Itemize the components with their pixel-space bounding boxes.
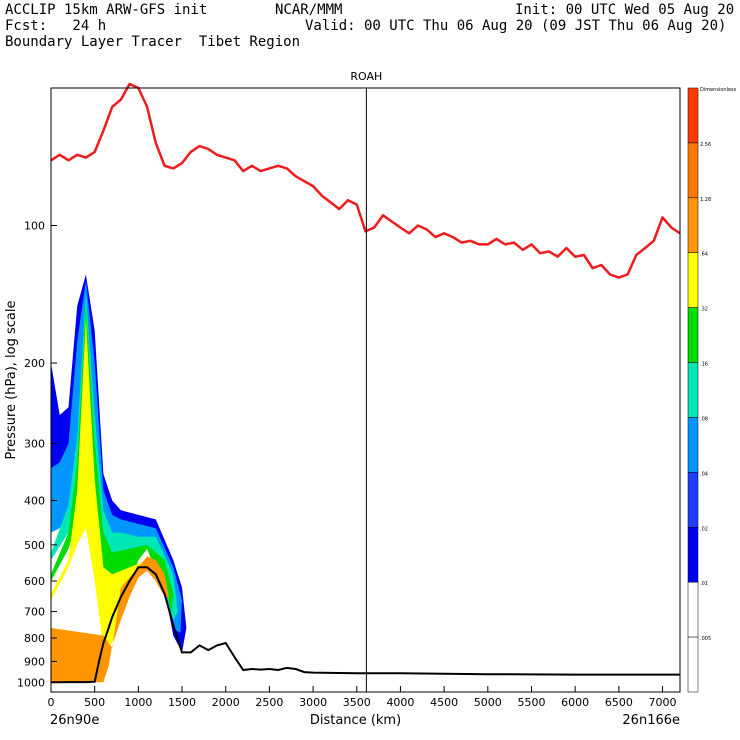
- x-tick-label: 4000: [386, 696, 414, 709]
- tropopause-line: [50, 82, 681, 279]
- colorbar-segment: [687, 362, 699, 418]
- colorbar-label: Dimensionless: [700, 87, 737, 93]
- y-tick-label: 400: [24, 495, 45, 508]
- y-tick-label: 500: [24, 539, 45, 552]
- terrain-line: [51, 566, 680, 684]
- colorbar-label: .32: [700, 307, 708, 313]
- x-tick-label: 2500: [255, 696, 283, 709]
- x-tick-label: 2000: [212, 696, 240, 709]
- header-line2-right: Valid: 00 UTC Thu 06 Aug 20 (09 JST Thu …: [305, 18, 727, 34]
- colorbar-label: .64: [700, 252, 708, 258]
- x-tick-label: 4500: [430, 696, 458, 709]
- colorbar-segment: [687, 142, 699, 199]
- x-tick-label: 1500: [168, 696, 196, 709]
- plot-frame: [50, 87, 681, 693]
- colorbar-segment: [687, 87, 699, 144]
- x-tick-label: 500: [84, 696, 105, 709]
- colorbar-segment: [687, 636, 699, 693]
- colorbar-label: .16: [700, 362, 708, 368]
- tracer-contours: [51, 274, 187, 683]
- header-line1-left: ACCLIP 15km ARW-GFS init: [5, 2, 208, 18]
- header-line3-left: Boundary Layer Tracer Tibet Region: [5, 34, 301, 50]
- x-tick-label: 5500: [517, 696, 545, 709]
- y-tick-label: 200: [24, 357, 45, 370]
- x-axis-ticks: 0 500 1000 1500 2000 2500 3000 3500 4000 4500 5000…: [48, 686, 677, 709]
- x-tick-label: 5000: [474, 696, 502, 709]
- x-axis-title: Distance (km): [310, 713, 401, 728]
- colorbar-label: .005: [700, 636, 711, 642]
- colorbar-segment: [687, 527, 699, 583]
- colorbar-segment: [687, 472, 699, 528]
- colorbar-segment: [687, 581, 699, 638]
- x-tick-label: 3000: [299, 696, 327, 709]
- x-tick-label: 6500: [605, 696, 633, 709]
- colorbar-label: 2.56: [700, 142, 711, 148]
- chart-lines: [50, 82, 681, 684]
- x-tick-label: 7000: [649, 696, 677, 709]
- y-axis-title: Pressure (hPa), log scale: [4, 301, 19, 460]
- y-tick-label: 800: [24, 632, 45, 645]
- colorbar-label: 1.28: [700, 197, 711, 203]
- left-endpoint-label: 26n90e: [50, 713, 99, 728]
- y-tick-label: 100: [24, 220, 45, 233]
- y-tick-label: 700: [24, 606, 45, 619]
- colorbar-segment: [687, 252, 699, 308]
- colorbar-label: .04: [700, 471, 708, 477]
- y-tick-label: 900: [24, 655, 45, 668]
- colorbar-label: .08: [700, 416, 708, 422]
- x-tick-label: 6000: [561, 696, 589, 709]
- header-line1-center: NCAR/MMM: [275, 2, 343, 18]
- header-line2-left: Fcst: 24 h: [5, 18, 107, 34]
- x-tick-label: 1000: [124, 696, 152, 709]
- tracer-band-0.32: [51, 306, 174, 646]
- colorbar-label: .01: [700, 581, 708, 587]
- colorbar-segment: [687, 417, 699, 473]
- colorbar-segment: [687, 197, 699, 253]
- tracer-band-1.28: [51, 556, 169, 683]
- station-marker-label: ROAH: [350, 70, 382, 83]
- y-tick-label: 300: [24, 437, 45, 450]
- tracer-band-0.64: [51, 318, 169, 648]
- x-tick-label: 0: [48, 696, 55, 709]
- y-axis-ticks: 100 200 300 400 500 600 700 800 900 1000: [17, 220, 57, 689]
- right-endpoint-label: 26n166e: [622, 713, 680, 728]
- y-tick-label: 600: [24, 575, 45, 588]
- header-line1-right: Init: 00 UTC Wed 05 Aug 20: [515, 2, 735, 18]
- colorbar-segment: [687, 307, 699, 363]
- colorbar-label: .02: [700, 526, 708, 532]
- y-tick-label: 1000: [17, 676, 45, 689]
- colorbar: Dimensionless 2.56 1.28 .64 .32 .16 .08 .04 .02.…: [687, 87, 737, 693]
- x-tick-label: 3500: [343, 696, 371, 709]
